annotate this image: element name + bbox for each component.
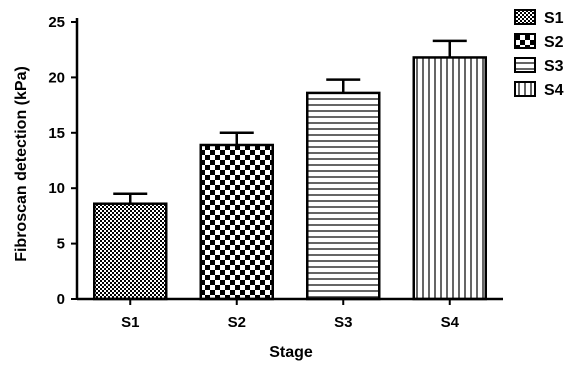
x-tick-label: S1 (121, 314, 139, 331)
legend: S1 S2 S3 S4 (514, 9, 564, 99)
y-tick-label: 0 (57, 291, 65, 308)
legend-swatch (514, 81, 536, 97)
bar-s2 (199, 143, 274, 301)
x-tick-label: S2 (228, 314, 246, 331)
x-axis-title: Stage (269, 344, 313, 361)
legend-label: S4 (544, 82, 564, 99)
bar-s3 (306, 91, 381, 301)
bar-s1 (93, 202, 168, 301)
y-tick-label: 25 (48, 14, 65, 31)
legend-label: S1 (544, 10, 564, 27)
y-axis-title: Fibroscan detection (kPa) (13, 66, 30, 262)
legend-label: S2 (544, 34, 564, 51)
legend-swatch (514, 9, 536, 25)
x-tick-label: S4 (441, 314, 460, 331)
legend-swatch (514, 33, 536, 49)
y-tick-label: 5 (57, 236, 65, 253)
bar-s4 (412, 56, 487, 301)
legend-swatch (514, 57, 536, 73)
y-tick-label: 15 (48, 125, 65, 142)
y-tick-label: 10 (48, 180, 65, 197)
y-tick-label: 20 (48, 69, 65, 86)
legend-label: S3 (544, 58, 564, 75)
x-tick-label: S3 (334, 314, 352, 331)
